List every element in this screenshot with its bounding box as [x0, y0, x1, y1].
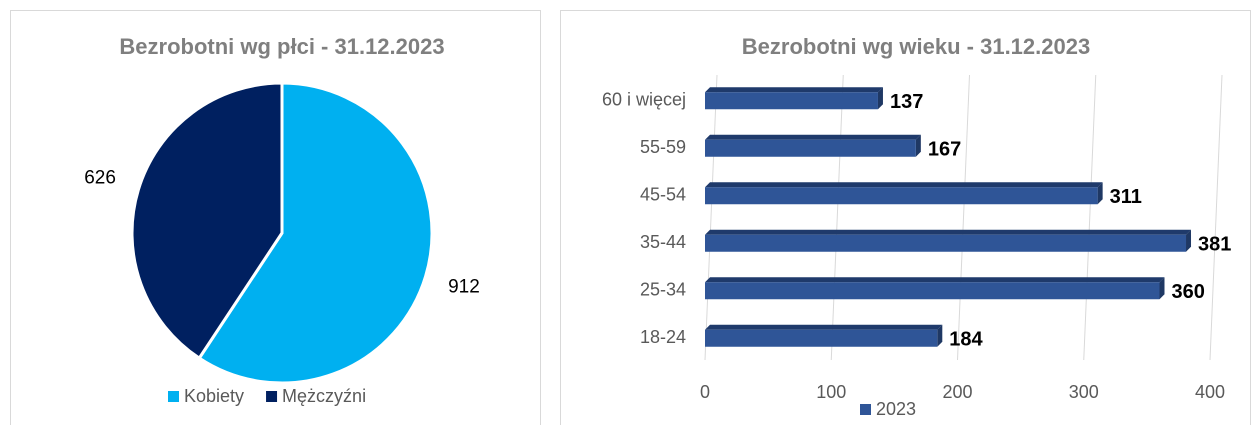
- pie-slice: [130, 81, 284, 361]
- data-label: 360: [1172, 281, 1205, 303]
- bar-end: [1097, 182, 1103, 205]
- y-tick-label: 18-24: [640, 327, 686, 347]
- bar: [705, 187, 1098, 205]
- bar: [705, 92, 878, 110]
- data-label: 381: [1198, 234, 1231, 256]
- grid-line: [704, 74, 718, 361]
- bar-end: [915, 134, 921, 157]
- legend-swatch: [168, 391, 179, 402]
- grid-line: [1209, 74, 1223, 361]
- y-tick-label: 45-54: [640, 185, 686, 205]
- legend-label: Mężczyźni: [282, 386, 366, 406]
- bar-top: [705, 182, 1103, 188]
- data-label: 184: [949, 329, 983, 351]
- data-label: 311: [1110, 186, 1142, 208]
- bar: [705, 234, 1187, 252]
- x-tick-label: 400: [1195, 382, 1225, 402]
- y-tick-label: 25-34: [640, 280, 686, 300]
- bar-top: [705, 277, 1165, 283]
- data-label: 137: [890, 91, 923, 113]
- bar-end: [937, 324, 943, 347]
- y-tick-label: 35-44: [640, 232, 686, 252]
- bar-top: [705, 229, 1192, 235]
- bar-top: [705, 134, 921, 140]
- bar-top: [705, 324, 943, 330]
- bar-end: [1186, 229, 1192, 252]
- bar-end: [1159, 277, 1165, 300]
- y-tick-label: 55-59: [640, 137, 686, 157]
- data-label: 912: [448, 277, 480, 298]
- legend-label: 2023: [876, 399, 916, 419]
- x-tick-label: 0: [700, 382, 710, 402]
- bar-end: [877, 87, 883, 110]
- bar-title: Bezrobotni wg wieku - 31.12.2023: [742, 34, 1090, 59]
- x-tick-label: 100: [816, 382, 846, 402]
- legend-swatch: [266, 391, 278, 402]
- data-label: 626: [84, 167, 116, 188]
- grid-line: [957, 74, 970, 361]
- bar-top: [705, 87, 883, 93]
- data-label: 167: [928, 139, 961, 161]
- panel-right: [560, 10, 1251, 425]
- x-tick-label: 200: [942, 382, 972, 402]
- pie-slice: [197, 81, 434, 385]
- legend-swatch: [860, 404, 871, 415]
- bar: [705, 282, 1160, 300]
- pie-title: Bezrobotni wg płci - 31.12.2023: [119, 34, 444, 59]
- grid-line: [1083, 74, 1097, 361]
- legend-label: Kobiety: [184, 386, 244, 406]
- y-tick-label: 60 i więcej: [602, 90, 686, 110]
- grid-line: [830, 74, 844, 361]
- x-tick-label: 300: [1069, 382, 1099, 402]
- panel-left: [10, 10, 541, 425]
- bar: [705, 139, 916, 157]
- bar: [705, 329, 938, 347]
